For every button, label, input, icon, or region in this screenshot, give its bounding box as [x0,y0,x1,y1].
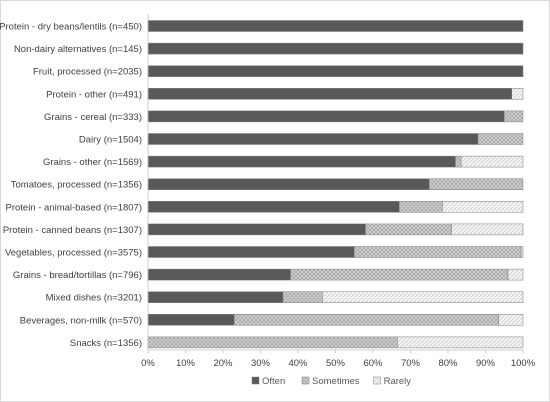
bar-segment-rarely [397,336,524,349]
bar-segment-often [147,133,479,145]
category-label: Snacks (n=1356) [70,338,142,349]
bar-segment-rarely [511,88,524,100]
category-label: Dairy (n=1504) [79,135,142,146]
x-tick-label: 80% [438,358,458,369]
bar-segment-sometimes [147,336,398,349]
bar-segment-often [147,291,284,303]
legend-label-sometimes: Sometimes [312,376,360,387]
x-tick-label: 50% [326,358,346,369]
legend-label-often: Often [262,376,285,387]
category-label: Tomatoes, processed (n=1356) [11,180,142,191]
legend-swatch-rarely [373,376,381,385]
bar-segment-sometimes [477,133,524,145]
bar-segment-often [147,65,524,77]
bar-segment-sometimes [365,223,452,236]
category-label: Mixed dishes (n=3201) [46,293,142,304]
legend-swatch-often [251,376,260,385]
bar-segment-often [147,246,355,258]
bar-segment-sometimes [234,314,499,326]
bar-segment-rarely [460,155,524,168]
bar-segment-often [147,223,366,236]
legend: Often Sometimes Rarely [251,376,412,387]
bars-group [147,20,524,349]
bar-segment-often [147,268,291,281]
category-label: Protein - animal-based (n=1807) [5,202,142,213]
x-tick-label: 70% [401,358,421,369]
x-tick-label: 0% [141,358,155,369]
bar-segment-rarely [442,201,524,213]
legend-label-rarely: Rarely [384,376,412,387]
x-tick-label: 90% [476,358,496,369]
category-label: Beverages, non-milk (n=570) [20,315,142,326]
category-label: Grains - bread/tortillas (n=796) [13,270,142,281]
x-tick-label: 40% [288,358,308,369]
bar-segment-rarely [451,223,524,236]
bar-segment-often [147,201,400,213]
category-label: Protein - dry beans/lentils (n=450) [0,22,142,33]
category-label: Protein - other (n=491) [46,89,142,100]
bar-segment-often [147,178,430,190]
bar-segment-rarely [498,314,524,326]
category-label: Grains - cereal (n=333) [44,112,142,123]
bar-segment-sometimes [455,155,462,168]
bar-segment-often [147,88,512,100]
category-label: Grains - other (n=1569) [43,157,142,168]
bar-segment-sometimes [354,246,522,258]
category-labels: Protein - dry beans/lentils (n=450) Non-d… [0,22,142,349]
bar-segment-sometimes [429,178,524,190]
bar-segment-often [147,20,524,32]
bar-segment-rarely [507,268,524,281]
legend-swatch-sometimes [301,376,310,385]
bar-segment-rarely [520,246,524,258]
bar-segment-often [147,42,524,55]
category-label: Non-dairy alternatives (n=145) [14,44,142,55]
bar-segment-sometimes [399,201,443,213]
category-label: Fruit, processed (n=2035) [33,67,142,78]
bar-segment-sometimes [290,268,509,281]
bar-segment-sometimes [504,110,524,123]
bar-segment-often [147,155,456,168]
x-tick-label: 20% [213,358,233,369]
axes-group: 0% 10% 20% 30% 40% 50% 60% 70% 80% 90% 100% [141,14,536,369]
x-tick-label: 100% [511,358,536,369]
bar-segment-rarely [322,291,524,303]
x-tick-label: 60% [363,358,383,369]
x-tick-label: 10% [176,358,196,369]
bar-segment-often [147,314,235,326]
category-label: Protein - canned beans (n=1307) [3,225,142,236]
bar-segment-often [147,110,505,123]
category-label: Vegetables, processed (n=3575) [5,248,142,259]
x-tick-label: 30% [251,358,271,369]
bar-segment-sometimes [282,291,323,303]
